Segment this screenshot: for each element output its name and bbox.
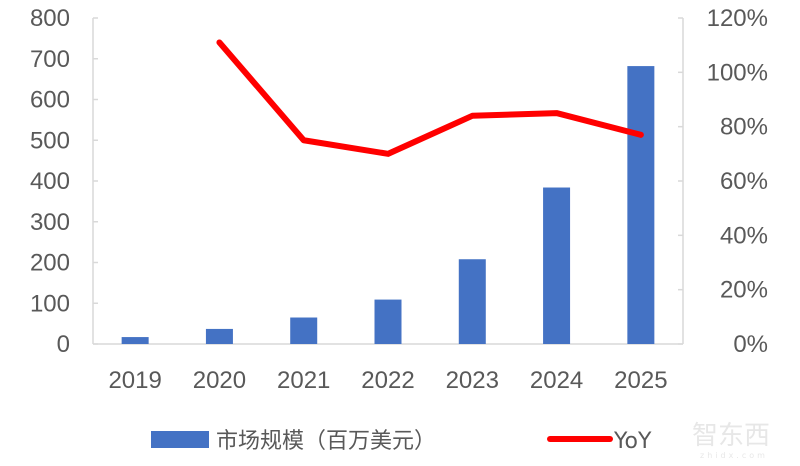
left-tick-label: 400: [30, 168, 70, 195]
watermark-text: 智东西: [692, 421, 770, 451]
bar-2019: [121, 337, 149, 344]
right-tick-label: 20%: [720, 277, 768, 304]
legend-swatch-bar: [151, 431, 209, 448]
x-tick-label: 2022: [361, 367, 414, 394]
legend-label-line: YoY: [613, 429, 652, 454]
watermark-logo: 智东西 zhidx.com: [692, 421, 770, 460]
bar-2020: [205, 328, 233, 344]
yoy-line-group: [216, 39, 644, 157]
bar-2025: [627, 66, 655, 345]
bar-2023: [458, 259, 486, 344]
watermark-subtext: zhidx.com: [700, 451, 768, 460]
left-tick-label: 700: [30, 46, 70, 73]
right-tick-label: 80%: [720, 114, 768, 141]
left-tick-label: 0: [57, 331, 70, 358]
x-tick-label: 2025: [614, 367, 667, 394]
legend: 市场规模（百万美元） YoY: [151, 429, 652, 454]
left-tick-label: 600: [30, 87, 70, 114]
x-tick-label: 2024: [530, 367, 583, 394]
right-tick-label: 0%: [733, 331, 768, 358]
x-tick-label: 2020: [193, 367, 246, 394]
x-tick-label: 2023: [446, 367, 499, 394]
x-tick-label: 2019: [108, 367, 161, 394]
bar-2024: [543, 187, 571, 344]
left-tick-label: 500: [30, 127, 70, 154]
left-tick-label: 300: [30, 209, 70, 236]
left-tick-label: 800: [30, 5, 70, 32]
right-tick-label: 120%: [707, 5, 768, 32]
yoy-line: [216, 39, 644, 157]
tick-labels: 0 100 200 300 400 500 600 700 800 0% 20% 40% 60% 80% 1…: [30, 5, 768, 394]
right-tick-label: 60%: [720, 168, 768, 195]
bar-2022: [374, 299, 402, 344]
legend-label-bar: 市场规模（百万美元）: [216, 429, 436, 454]
left-tick-label: 200: [30, 250, 70, 277]
axes: [92, 17, 684, 345]
x-tick-label: 2021: [277, 367, 330, 394]
bar-2021: [290, 317, 318, 344]
right-tick-label: 100%: [707, 59, 768, 86]
bars: [121, 66, 655, 345]
left-tick-label: 100: [30, 290, 70, 317]
right-tick-label: 40%: [720, 222, 768, 249]
